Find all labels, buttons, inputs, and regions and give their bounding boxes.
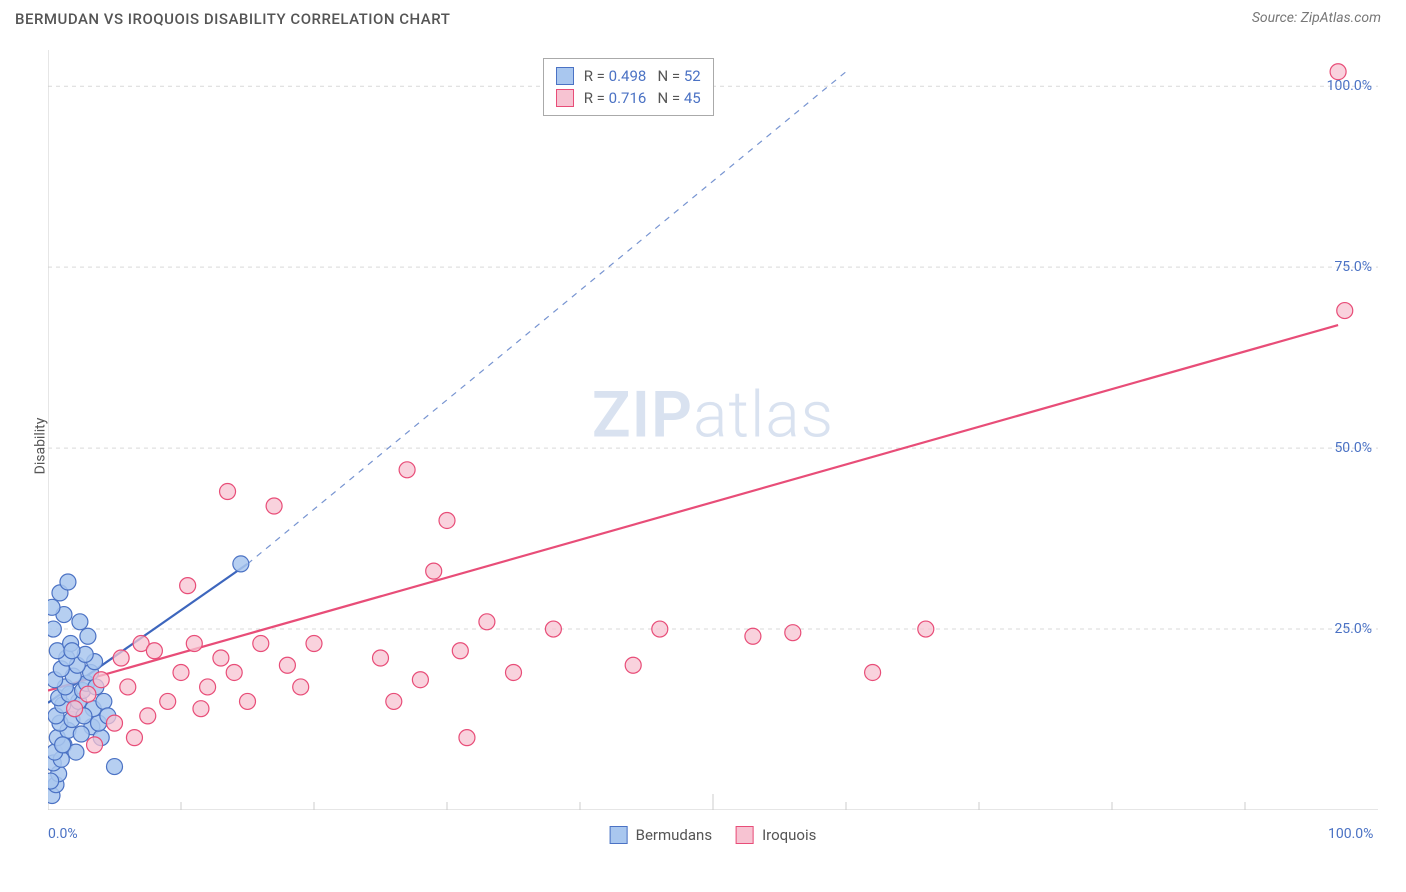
y-axis-label: Disability — [32, 418, 48, 475]
y-tick-label: 75.0% — [1334, 259, 1378, 275]
y-tick-label: 25.0% — [1334, 621, 1378, 637]
legend-correlation-box: R = 0.498 N = 52 R = 0.716 N = 45 — [543, 58, 714, 116]
legend-series-item: Iroquois — [736, 826, 816, 844]
legend-series-label: Bermudans — [636, 826, 712, 844]
legend-r-label: R = 0.716 N = 45 — [580, 89, 701, 107]
chart-source: Source: ZipAtlas.com — [1252, 10, 1381, 26]
legend-series-label: Iroquois — [762, 826, 816, 844]
x-tick-label: 0.0% — [48, 826, 78, 842]
chart-title: BERMUDAN VS IROQUOIS DISABILITY CORRELAT… — [15, 10, 450, 28]
legend-swatch — [556, 89, 574, 107]
y-tick-label: 50.0% — [1334, 440, 1378, 456]
chart-header: BERMUDAN VS IROQUOIS DISABILITY CORRELAT… — [0, 0, 1406, 33]
legend-correlation-row: R = 0.498 N = 52 — [556, 65, 701, 87]
legend-swatch — [610, 826, 628, 844]
x-tick-label: 100.0% — [1328, 826, 1373, 842]
legend-series-item: Bermudans — [610, 826, 712, 844]
legend-swatch — [556, 67, 574, 85]
y-tick-label: 100.0% — [1327, 78, 1378, 94]
legend-r-label: R = 0.498 N = 52 — [580, 67, 701, 85]
chart-plot-area: ZIPatlas R = 0.498 N = 52 R = 0.716 N = … — [48, 50, 1378, 810]
scatter-svg — [48, 50, 1378, 810]
legend-swatch — [736, 826, 754, 844]
legend-series: Bermudans Iroquois — [610, 826, 817, 844]
legend-correlation-row: R = 0.716 N = 45 — [556, 87, 701, 109]
